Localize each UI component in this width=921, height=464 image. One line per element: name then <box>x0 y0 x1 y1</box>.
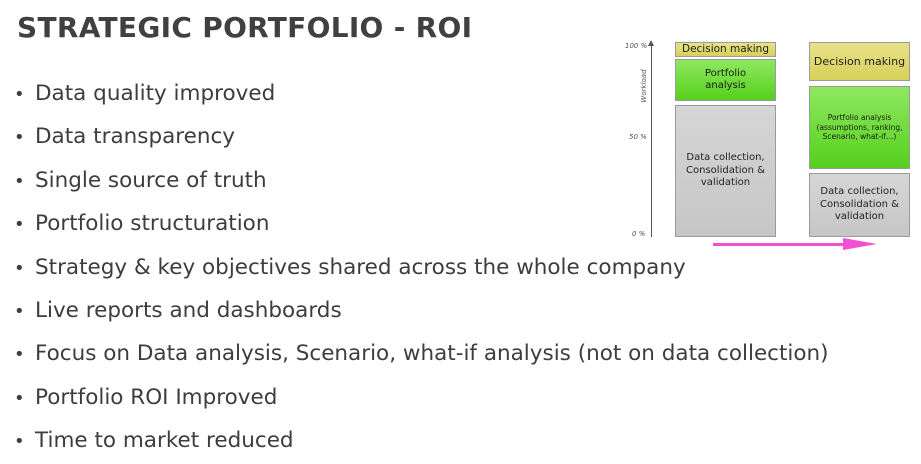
bullet-item: • Live reports and dashboards <box>14 289 829 332</box>
bullet-icon: • <box>14 387 25 409</box>
bullet-icon: • <box>14 170 25 192</box>
tick-label-100: 100 % <box>625 42 648 50</box>
bullet-item: • Strategy & key objectives shared across… <box>14 246 829 289</box>
after-data-collection: Data collection, Consolidation & validat… <box>809 173 910 237</box>
before-decision-making: Decision making <box>675 42 776 57</box>
bullet-text: Strategy & key objectives shared across … <box>35 254 686 280</box>
bullet-text: Data transparency <box>35 124 236 150</box>
axis-label-workload: Workload <box>640 69 648 103</box>
bullet-text: Time to market reduced <box>35 428 294 454</box>
bullet-text: Portfolio ROI Improved <box>35 384 278 410</box>
bullet-text: Data quality improved <box>35 81 276 106</box>
after-portfolio-analysis: Portfolio analysis (assumptions, ranking… <box>809 86 910 169</box>
bullet-item: • Focus on Data analysis, Scenario, what-… <box>14 332 829 375</box>
bullet-item: • Data quality improved <box>14 72 829 115</box>
transition-arrow <box>713 243 847 246</box>
workload-axis <box>651 44 652 237</box>
tick-label-0: 0 % <box>632 230 646 238</box>
bullet-list: • Data quality improved • Data transparenc… <box>14 72 829 463</box>
bullet-item: • Data transparency <box>14 115 829 158</box>
bullet-icon: • <box>14 300 25 322</box>
after-decision-making: Decision making <box>809 42 910 81</box>
arrow-right-icon <box>843 238 877 250</box>
before-portfolio-analysis: Portfolio analysis <box>675 59 776 101</box>
bullet-item: • Time to market reduced <box>14 419 829 462</box>
axis-arrow-icon <box>648 40 654 46</box>
bullet-icon: • <box>14 214 25 236</box>
bullet-icon: • <box>14 127 25 149</box>
before-data-collection: Data collection, Consolidation & validat… <box>675 105 776 237</box>
bullet-item: • Portfolio structuration <box>14 202 829 245</box>
bullet-text: Live reports and dashboards <box>35 297 342 323</box>
bullet-icon: • <box>14 431 25 453</box>
bullet-text: Portfolio structuration <box>35 211 270 237</box>
tick-label-50: 50 % <box>629 133 647 141</box>
bullet-icon: • <box>14 257 25 279</box>
bullet-text: Single source of truth <box>35 167 267 193</box>
bullet-icon: • <box>14 84 25 105</box>
slide-title: STRATEGIC PORTFOLIO - ROI <box>17 11 473 44</box>
bullet-icon: • <box>14 344 25 366</box>
bullet-item: • Single source of truth <box>14 159 829 202</box>
bullet-text: Focus on Data analysis, Scenario, what-i… <box>35 341 829 367</box>
bullet-item: • Portfolio ROI Improved <box>14 376 829 419</box>
